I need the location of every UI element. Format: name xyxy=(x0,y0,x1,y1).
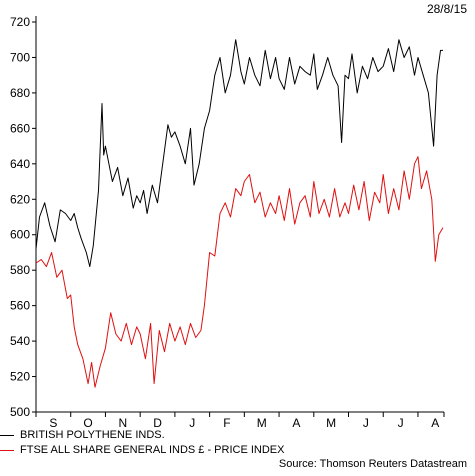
legend-swatch-polythene xyxy=(0,434,14,436)
y-tick-label: 540 xyxy=(10,334,30,348)
y-tick-label: 500 xyxy=(10,405,30,419)
y-tick-label: 680 xyxy=(10,86,30,100)
line-chart: 500 520 540 560 580 600 620 640 660 680 700 720 S O N D… xyxy=(10,15,445,430)
y-tick-label: 560 xyxy=(10,299,30,313)
x-tick-label: J xyxy=(398,416,404,430)
x-tick-label: M xyxy=(257,416,267,430)
x-tick-label: F xyxy=(223,416,230,430)
series-line-polythene xyxy=(35,39,443,268)
y-tick-label: 660 xyxy=(10,121,30,135)
date-label: 28/8/15 xyxy=(426,2,467,16)
legend-swatch-ftse xyxy=(0,449,14,451)
x-tick-label: J xyxy=(363,416,369,430)
x-tick-label: D xyxy=(153,416,162,430)
x-tick-label: J xyxy=(189,416,195,430)
x-tick-label: A xyxy=(431,416,439,430)
y-tick-label: 580 xyxy=(10,263,30,277)
y-tick-label: 620 xyxy=(10,192,30,206)
y-tick-label: 700 xyxy=(10,50,30,64)
y-tick-label: 720 xyxy=(10,15,30,29)
x-tick-label: A xyxy=(292,416,300,430)
y-tick-label: 520 xyxy=(10,370,30,384)
source-note: Source: Thomson Reuters Datastream xyxy=(278,458,467,470)
x-tick-label: S xyxy=(49,416,57,430)
x-tick-label: N xyxy=(118,416,127,430)
y-tick-label: 600 xyxy=(10,228,30,242)
legend-label-ftse: FTSE ALL SHARE GENERAL INDS £ - PRICE IN… xyxy=(20,444,285,456)
legend-label-polythene: BRITISH POLYTHENE INDS. xyxy=(20,429,165,441)
legend-item-ftse: FTSE ALL SHARE GENERAL INDS £ - PRICE IN… xyxy=(0,443,284,457)
series-line-ftse xyxy=(35,156,444,388)
x-tick-label: M xyxy=(326,416,336,430)
x-tick-label: O xyxy=(83,416,92,430)
y-tick-label: 640 xyxy=(10,157,30,171)
legend-item-polythene: BRITISH POLYTHENE INDS. xyxy=(0,428,165,442)
